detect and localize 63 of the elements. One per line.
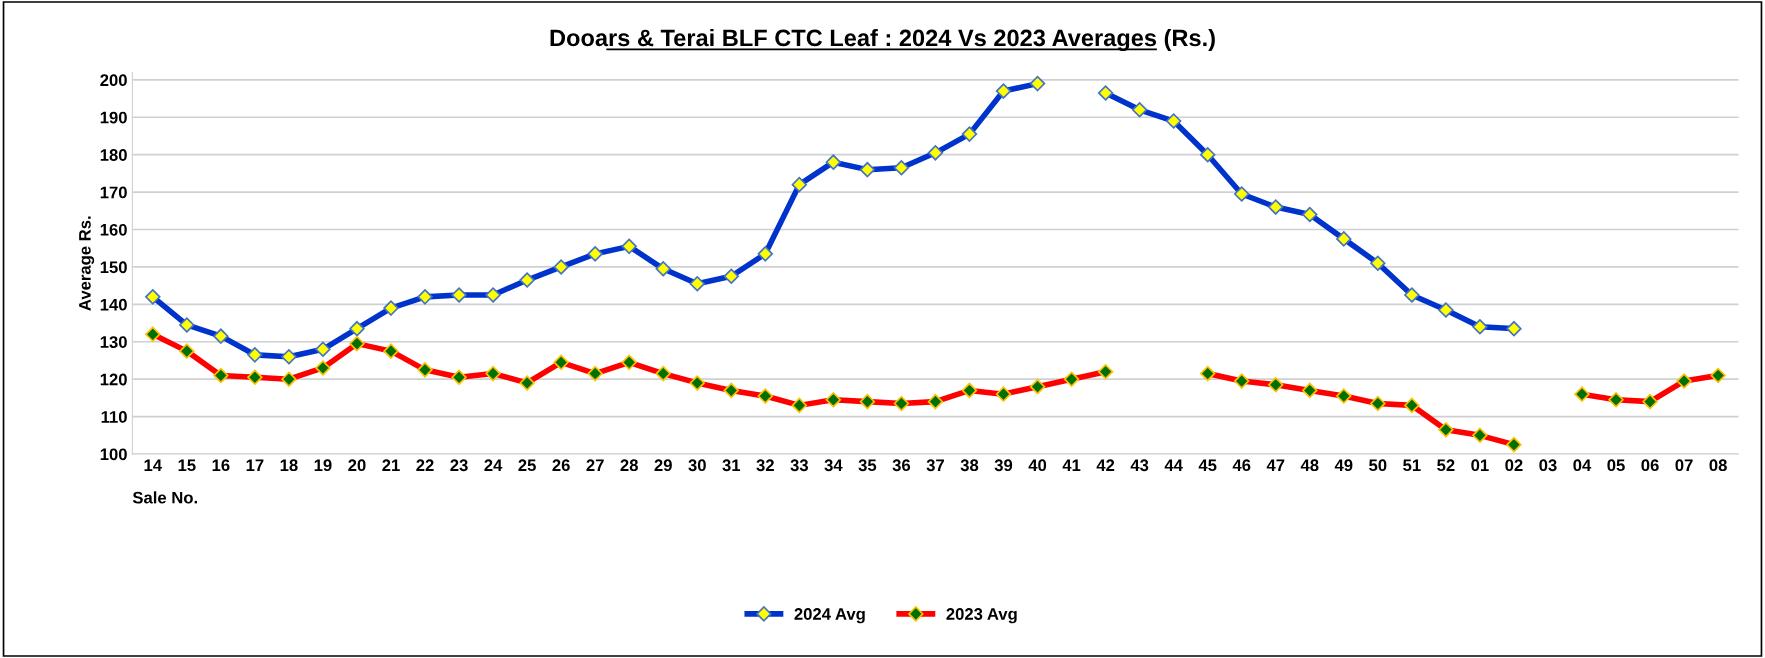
x-tick-label: 41	[1062, 459, 1081, 471]
x-tick-label: 02	[1505, 459, 1523, 472]
x-tick-label: 19	[314, 459, 332, 472]
chart-title: Dooars & Terai BLF CTC Leaf : 2024 Vs 2023 Averages (Rs.)	[550, 28, 1215, 52]
y-tick-label: 170	[100, 186, 127, 199]
x-tick-label: 08	[1709, 459, 1727, 472]
y-tick-label: 200	[100, 74, 127, 87]
x-tick-label: 18	[280, 459, 298, 472]
y-tick-label: 140	[100, 298, 127, 311]
x-tick-label: 35	[858, 459, 877, 472]
x-tick-label: 36	[892, 459, 911, 472]
x-tick-label: 44	[1164, 459, 1183, 471]
x-tick-label: 51	[1403, 459, 1421, 472]
legend-label: 2023 Avg	[946, 608, 1017, 624]
x-tick-label: 48	[1300, 459, 1319, 472]
x-tick-label: 42	[1096, 459, 1115, 471]
x-tick-label: 17	[246, 459, 264, 471]
y-axis-title: Average Rs.	[79, 216, 95, 311]
x-tick-label: 07	[1675, 459, 1693, 472]
x-tick-label: 23	[450, 459, 468, 472]
x-axis-title: Sale No.	[132, 491, 197, 504]
y-tick-label: 180	[100, 149, 127, 161]
y-tick-label: 110	[101, 411, 127, 423]
x-tick-label: 49	[1334, 459, 1353, 472]
x-tick-label: 45	[1198, 459, 1217, 472]
x-tick-label: 39	[994, 459, 1013, 472]
x-tick-label: 31	[722, 459, 741, 472]
y-tick-label: 120	[100, 373, 127, 386]
y-tick-label: 130	[100, 336, 127, 348]
x-tick-label: 34	[824, 459, 843, 472]
x-tick-label: 05	[1607, 459, 1625, 472]
x-tick-label: 33	[790, 459, 808, 472]
y-tick-label: 150	[100, 261, 127, 274]
x-tick-label: 27	[586, 459, 604, 471]
x-tick-label: 22	[416, 459, 434, 471]
y-tick-label: 100	[100, 448, 127, 461]
x-tick-label: 38	[960, 459, 979, 472]
x-tick-label: 30	[688, 459, 706, 472]
x-tick-label: 29	[654, 459, 672, 472]
x-tick-label: 40	[1028, 459, 1047, 472]
x-tick-label: 32	[756, 459, 774, 472]
legend-label: 2024 Avg	[794, 608, 865, 624]
y-tick-label: 190	[100, 111, 127, 124]
x-tick-label: 46	[1232, 459, 1251, 472]
x-tick-label: 15	[178, 459, 196, 472]
x-tick-label: 43	[1130, 459, 1149, 472]
x-tick-label: 52	[1437, 459, 1455, 472]
x-tick-label: 25	[518, 459, 536, 472]
x-tick-label: 28	[620, 459, 638, 472]
x-tick-label: 01	[1471, 459, 1489, 472]
y-tick-label: 160	[100, 223, 127, 236]
x-tick-label: 16	[212, 459, 230, 472]
x-tick-label: 21	[382, 459, 400, 471]
x-tick-label: 24	[484, 459, 503, 471]
x-tick-label: 26	[552, 459, 570, 472]
x-tick-label: 47	[1266, 459, 1285, 471]
x-tick-label: 06	[1641, 459, 1659, 472]
x-tick-label: 14	[144, 459, 162, 471]
x-tick-label: 20	[348, 459, 366, 472]
x-tick-label: 50	[1369, 459, 1387, 472]
x-tick-label: 37	[926, 459, 944, 472]
x-tick-label: 03	[1539, 459, 1557, 472]
x-tick-label: 04	[1573, 459, 1592, 472]
